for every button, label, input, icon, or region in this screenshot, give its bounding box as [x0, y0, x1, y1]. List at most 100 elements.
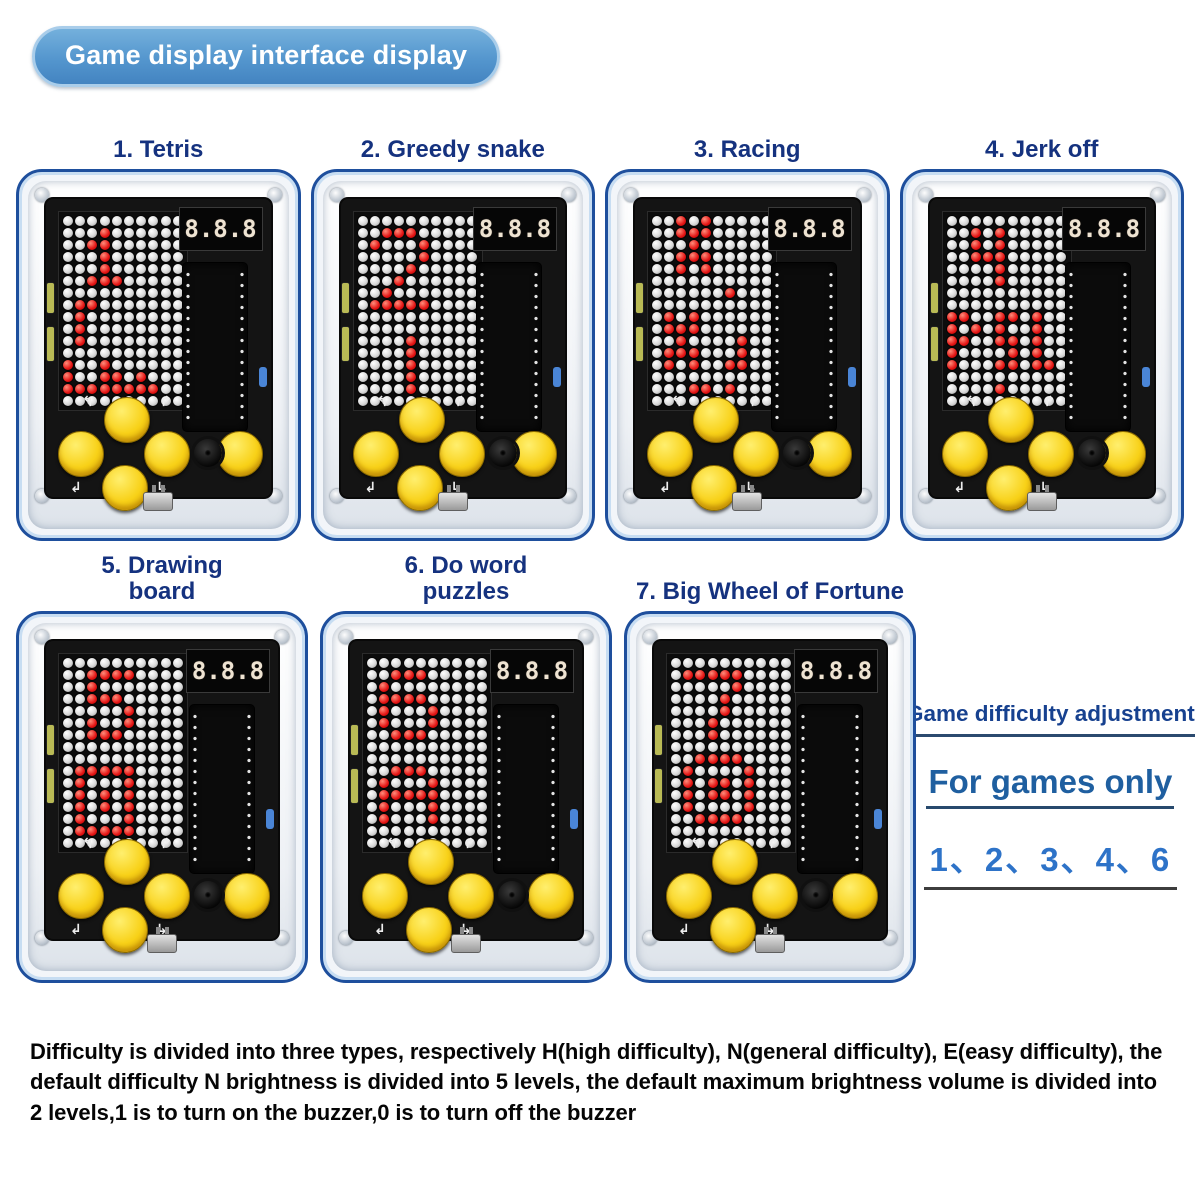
pcb: 8.8.8 ↰ ↱ ↲ ↳ — [654, 641, 886, 953]
led-dot-lit — [75, 778, 86, 788]
led-dot-lit — [99, 730, 110, 740]
screw-icon — [918, 489, 933, 503]
right-button — [144, 873, 190, 919]
led-dot — [725, 336, 736, 346]
led-dot — [111, 706, 122, 716]
led-dot — [418, 336, 429, 346]
game-label: 2. Greedy snake — [360, 136, 545, 164]
led-dot-lit — [664, 348, 675, 358]
led-dot — [415, 802, 426, 812]
led-dot-lit — [688, 228, 699, 238]
led-dot-lit — [688, 252, 699, 262]
led-dot — [958, 240, 969, 250]
led-dot-lit — [946, 324, 957, 334]
led-dot — [160, 730, 171, 740]
led-dot — [148, 240, 159, 250]
led-dot — [756, 694, 767, 704]
led-dot-lit — [391, 694, 402, 704]
game-panel: 2. Greedy snake 8.8.8 ↰ ↱ ↲ ↳ — [310, 129, 595, 541]
led-dot — [761, 216, 772, 226]
led-dot — [683, 826, 694, 836]
led-dot — [1007, 324, 1018, 334]
led-dot-lit — [75, 300, 86, 310]
game-panel: 5. Drawing board 8.8.8 ↰ ↱ ↲ ↳ — [16, 553, 308, 983]
arrow-down-left-icon: ↲ — [953, 480, 966, 496]
arrow-up-right-icon: ↱ — [749, 394, 761, 410]
led-dot — [63, 838, 74, 848]
led-dot — [761, 348, 772, 358]
led-dot — [749, 312, 760, 322]
led-dot — [664, 372, 675, 382]
led-dot — [1056, 276, 1067, 286]
led-dot — [1056, 288, 1067, 298]
led-dot — [719, 718, 730, 728]
led-dot-lit — [418, 240, 429, 250]
led-dot — [124, 694, 135, 704]
led-dot-lit — [695, 814, 706, 824]
game-panel: 6. Do word puzzles 8.8.8 ↰ ↱ ↲ ↳ — [320, 553, 612, 983]
led-dot — [1044, 252, 1055, 262]
led-dot-lit — [676, 252, 687, 262]
led-dot-lit — [75, 826, 86, 836]
led-dot — [357, 300, 368, 310]
acrylic-case: 8.8.8 ↰ ↱ ↲ ↳ — [911, 181, 1172, 529]
led-dot — [160, 252, 171, 262]
led-dot — [369, 396, 380, 406]
led-dot — [160, 240, 171, 250]
led-dot — [442, 360, 453, 370]
led-dot — [768, 778, 779, 788]
led-dot — [172, 670, 183, 680]
led-dot — [744, 682, 755, 692]
led-dot — [63, 396, 74, 406]
led-dot — [1019, 216, 1030, 226]
down-button — [406, 907, 452, 953]
led-dot — [768, 658, 779, 668]
led-dot — [995, 372, 1006, 382]
led-dot — [357, 288, 368, 298]
led-dot-lit — [99, 670, 110, 680]
led-dot — [172, 838, 183, 848]
screw-icon — [856, 489, 871, 503]
led-dot — [160, 300, 171, 310]
pcb: 8.8.8 ↰ ↱ ↲ ↳ — [350, 641, 582, 953]
led-dot-lit — [683, 802, 694, 812]
led-dot — [664, 240, 675, 250]
left-button — [58, 431, 104, 477]
led-dot — [136, 670, 147, 680]
arrow-up-left-icon: ↰ — [965, 394, 978, 410]
led-dot-lit — [707, 778, 718, 788]
led-dot — [111, 814, 122, 824]
led-dot — [136, 826, 147, 836]
led-dot — [958, 252, 969, 262]
led-dot — [732, 778, 743, 788]
led-dot-lit — [124, 814, 135, 824]
led-dot — [780, 826, 791, 836]
led-dot — [749, 336, 760, 346]
led-dot-lit — [719, 694, 730, 704]
led-dot — [761, 372, 772, 382]
game-panel: 1. Tetris 8.8.8 ↰ ↱ ↲ ↳ — [16, 129, 301, 541]
led-dot — [768, 814, 779, 824]
right-button — [752, 873, 798, 919]
led-dot — [1056, 264, 1067, 274]
led-dot — [737, 264, 748, 274]
led-dot — [391, 706, 402, 716]
led-dot-lit — [99, 240, 110, 250]
led-dot — [415, 682, 426, 692]
led-dot — [430, 336, 441, 346]
led-dot — [172, 336, 183, 346]
led-dot — [756, 754, 767, 764]
led-dot — [124, 228, 135, 238]
led-dot — [1056, 360, 1067, 370]
led-dot — [394, 240, 405, 250]
screw-icon — [275, 630, 289, 644]
led-dot-lit — [700, 228, 711, 238]
led-bar — [930, 283, 938, 313]
led-dot-lit — [737, 360, 748, 370]
screw-icon — [883, 630, 897, 644]
led-dot — [756, 718, 767, 728]
led-dot — [700, 312, 711, 322]
up-button — [987, 397, 1034, 443]
led-dot — [768, 766, 779, 776]
acrylic-case: 8.8.8 ↰ ↱ ↲ ↳ — [28, 181, 289, 529]
